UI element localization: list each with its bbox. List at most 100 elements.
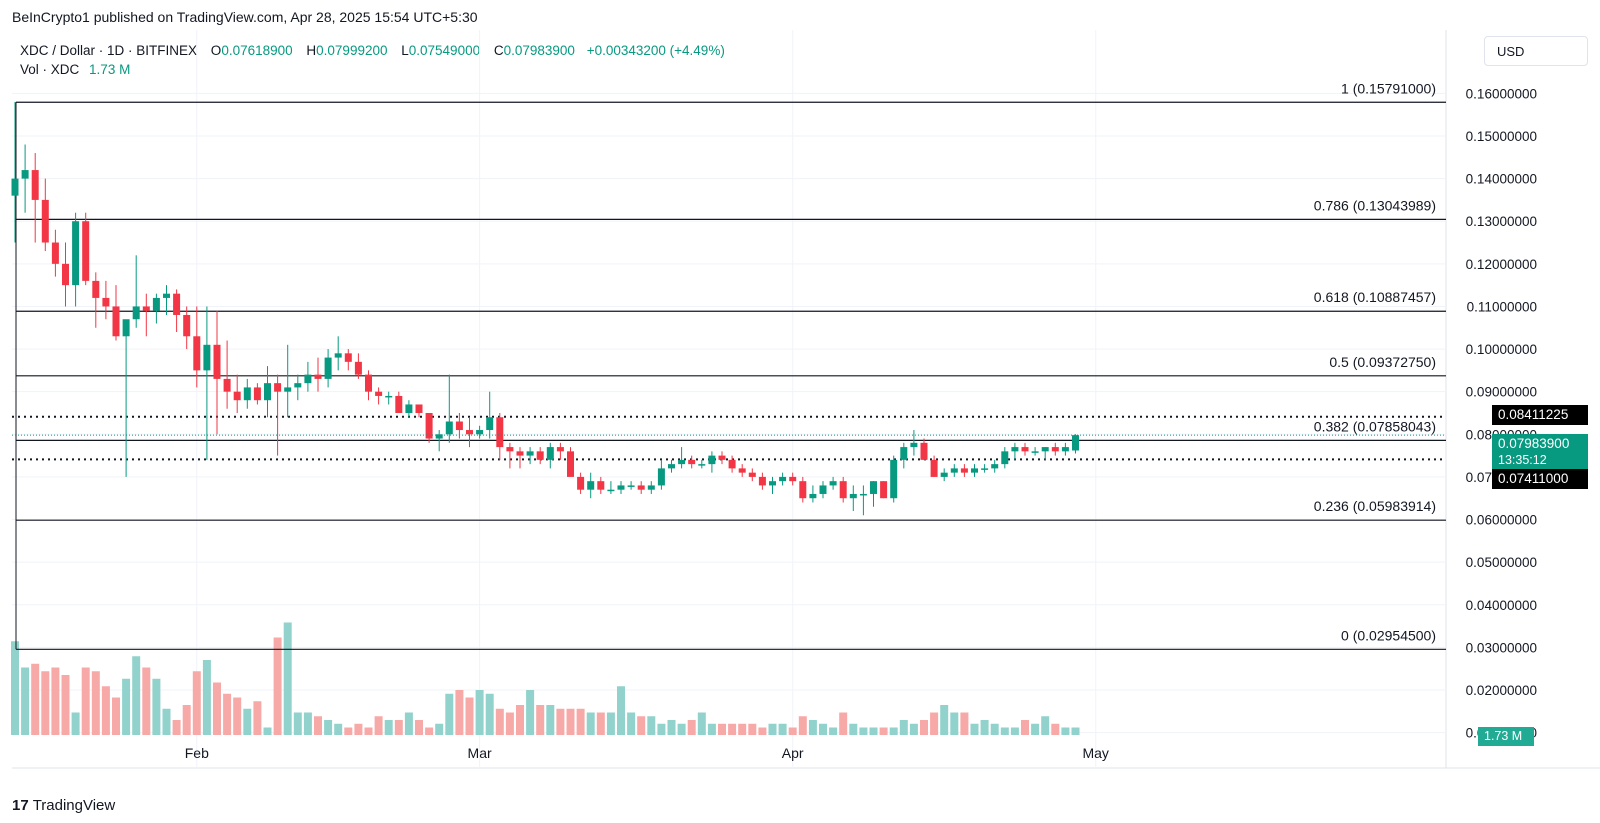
- volume-row: Vol · XDC 1.73 M: [20, 60, 725, 79]
- candle-body: [859, 493, 867, 496]
- volume-bar: [233, 697, 242, 735]
- candle-body: [425, 412, 433, 439]
- price-tick-label: 0.03000000: [1466, 640, 1537, 655]
- candle-body: [567, 451, 574, 477]
- volume-bar: [516, 705, 524, 735]
- candle-body: [870, 481, 877, 494]
- volume-bar: [273, 637, 282, 735]
- candle-body: [1051, 447, 1059, 452]
- volume-bar: [536, 705, 545, 735]
- volume-bar: [81, 667, 90, 735]
- candle-body: [445, 421, 453, 435]
- volume-bar: [940, 705, 949, 735]
- candle-body: [991, 464, 999, 469]
- open-label: O: [210, 43, 222, 58]
- volume-bar: [819, 723, 827, 735]
- volume-label[interactable]: Vol · XDC: [20, 62, 80, 77]
- volume-bar: [394, 720, 403, 735]
- candle-body: [466, 430, 473, 435]
- volume-bar: [617, 686, 625, 735]
- volume-bar: [707, 723, 716, 735]
- fib-level-label: 0.5 (0.09372750): [1329, 354, 1436, 370]
- price-tick-label: 0.05000000: [1466, 555, 1537, 570]
- price-tick-label: 0.12000000: [1466, 257, 1537, 272]
- volume-bar: [31, 663, 40, 735]
- candle-body: [981, 468, 989, 470]
- volume-bar: [364, 727, 373, 735]
- volume-bar: [435, 723, 444, 735]
- volume-bar: [586, 712, 595, 735]
- volume-bar: [505, 712, 514, 735]
- candle-body: [960, 468, 968, 473]
- volume-bar: [41, 671, 50, 735]
- candle-body: [405, 404, 413, 413]
- candle-body: [304, 374, 312, 384]
- volume-value: 1.73 M: [89, 62, 131, 77]
- candle-body: [536, 451, 544, 460]
- volume-bar: [374, 716, 383, 735]
- fib-level-label: 0.236 (0.05983914): [1314, 498, 1436, 514]
- volume-bar: [425, 727, 434, 735]
- candle-body: [758, 476, 766, 486]
- candle-body: [415, 404, 423, 413]
- volume-bar: [384, 720, 393, 735]
- volume-bar: [677, 723, 686, 735]
- candle-body: [910, 442, 918, 448]
- volume-bar: [495, 708, 504, 735]
- volume-bar: [980, 720, 989, 735]
- volume-bar: [869, 727, 878, 735]
- candle-body: [718, 455, 726, 460]
- candle-body: [233, 391, 241, 401]
- brand-name: TradingView: [32, 797, 116, 814]
- volume-bar: [263, 727, 272, 735]
- candle-body: [1011, 447, 1019, 452]
- volume-bar: [334, 723, 343, 735]
- price-tick-label: 0.13000000: [1466, 214, 1537, 229]
- volume-bar: [637, 716, 646, 735]
- candle-body: [516, 451, 524, 456]
- volume-bar: [556, 708, 565, 735]
- candle-body: [314, 374, 322, 379]
- currency-button[interactable]: USD: [1484, 36, 1588, 66]
- volume-bar: [849, 723, 858, 735]
- candle-body: [880, 481, 888, 499]
- candle-body: [950, 468, 958, 473]
- volume-bar: [778, 723, 787, 735]
- candle-countdown: 13:35:12: [1498, 453, 1547, 467]
- volume-bar: [687, 720, 696, 735]
- candle-body: [1021, 447, 1029, 452]
- candle-body: [82, 221, 90, 281]
- candle-body: [1072, 435, 1079, 451]
- candle-body: [698, 464, 706, 466]
- candle-body: [728, 459, 736, 469]
- symbol-name[interactable]: XDC / Dollar · 1D · BITFINEX: [20, 43, 198, 58]
- candle-body: [486, 417, 494, 431]
- volume-bar: [909, 723, 918, 735]
- candle-body: [708, 455, 716, 465]
- volume-bar: [738, 723, 747, 735]
- current-price-tag: 0.07983900 13:35:12: [1492, 434, 1588, 470]
- candle-body: [678, 459, 686, 465]
- volume-bar: [354, 723, 363, 735]
- tradingview-logo[interactable]: 17 TradingView: [12, 797, 115, 814]
- candle-body: [11, 178, 19, 196]
- low-value: 0.07549000: [408, 43, 481, 58]
- candle-body: [243, 387, 251, 401]
- volume-bar: [455, 690, 464, 735]
- volume-bar: [182, 705, 191, 735]
- volume-bar: [627, 712, 636, 735]
- fib-level-label: 0.382 (0.07858043): [1314, 418, 1436, 434]
- candle-body: [900, 447, 908, 460]
- candle-body: [152, 297, 160, 311]
- candle-body: [132, 306, 140, 320]
- price-tick-label: 0.04000000: [1466, 598, 1537, 613]
- candle-body: [92, 280, 100, 298]
- volume-bar: [990, 723, 999, 735]
- candle-body: [435, 434, 443, 439]
- symbol-legend: XDC / Dollar · 1D · BITFINEX O0.07618900…: [20, 41, 725, 79]
- candle-body: [809, 493, 817, 499]
- volume-bar: [1051, 723, 1060, 735]
- volume-bar: [899, 720, 908, 735]
- volume-bar: [213, 682, 221, 735]
